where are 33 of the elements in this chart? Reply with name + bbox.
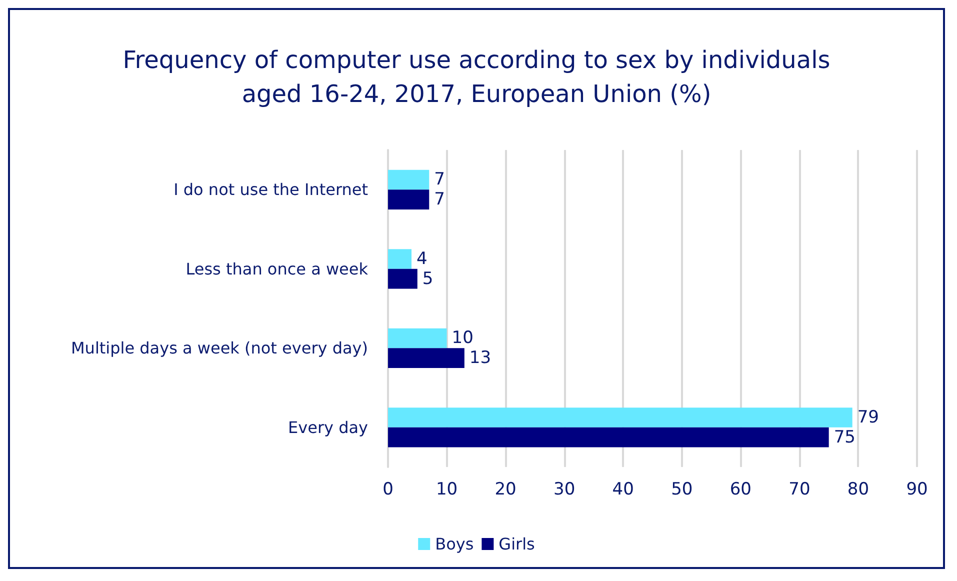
bar	[388, 348, 464, 368]
legend-label: Boys	[435, 534, 474, 554]
data-label: 7	[434, 170, 445, 190]
bar	[388, 268, 418, 289]
data-label: 75	[834, 427, 856, 448]
x-tick-label: 70	[788, 480, 810, 500]
x-tick-label: 50	[671, 480, 693, 500]
x-tick-label: 80	[847, 480, 870, 500]
bar	[388, 190, 430, 210]
x-tick-label: 0	[382, 480, 394, 500]
data-label: 4	[416, 248, 428, 269]
bar	[388, 249, 412, 269]
legend-label: Girls	[498, 534, 535, 554]
data-label: 13	[469, 348, 492, 368]
y-tick-label: Multiple days a week (not every day)	[71, 338, 368, 358]
x-tick-label: 40	[612, 480, 634, 500]
data-label: 5	[422, 268, 434, 289]
x-tick-label: 20	[494, 480, 516, 500]
x-tick-label: 10	[436, 480, 458, 500]
bar	[388, 328, 447, 348]
data-label: 7	[434, 190, 445, 210]
chart-title: Frequency of computer use according to sex by individuals aged 16-24, 2017, European Union (%)	[122, 46, 830, 108]
x-tick-label: 60	[730, 480, 752, 500]
data-label: 79	[857, 407, 879, 428]
y-tick-label: I do not use the Internet	[174, 180, 368, 200]
x-tick-label: 30	[554, 480, 576, 500]
y-tick-label: Less than once a week	[186, 259, 369, 278]
bar	[388, 427, 829, 448]
data-label: 10	[452, 328, 474, 348]
x-tick-label: 90	[906, 480, 928, 500]
bar	[388, 408, 852, 428]
y-tick-label: Every day	[288, 418, 368, 437]
bar	[388, 170, 430, 190]
